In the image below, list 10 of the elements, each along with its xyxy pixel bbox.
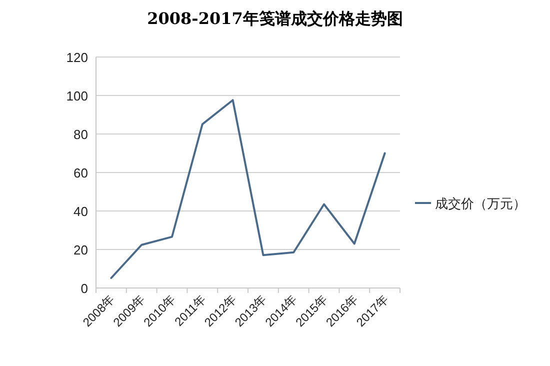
y-tick-label: 80: [74, 127, 88, 142]
y-tick-label: 20: [74, 242, 88, 258]
y-tick-label: 60: [74, 166, 88, 180]
y-tick-label: 120: [66, 50, 88, 65]
y-tick-label: 100: [66, 88, 88, 104]
line-series: [110, 99, 386, 279]
y-tick-label: 40: [74, 204, 88, 219]
legend-label: 成交价（万元）: [435, 196, 526, 211]
y-tick-label: 0: [80, 281, 88, 296]
chart-title: 2008-2017年笺谱成交价格走势图: [147, 9, 403, 28]
